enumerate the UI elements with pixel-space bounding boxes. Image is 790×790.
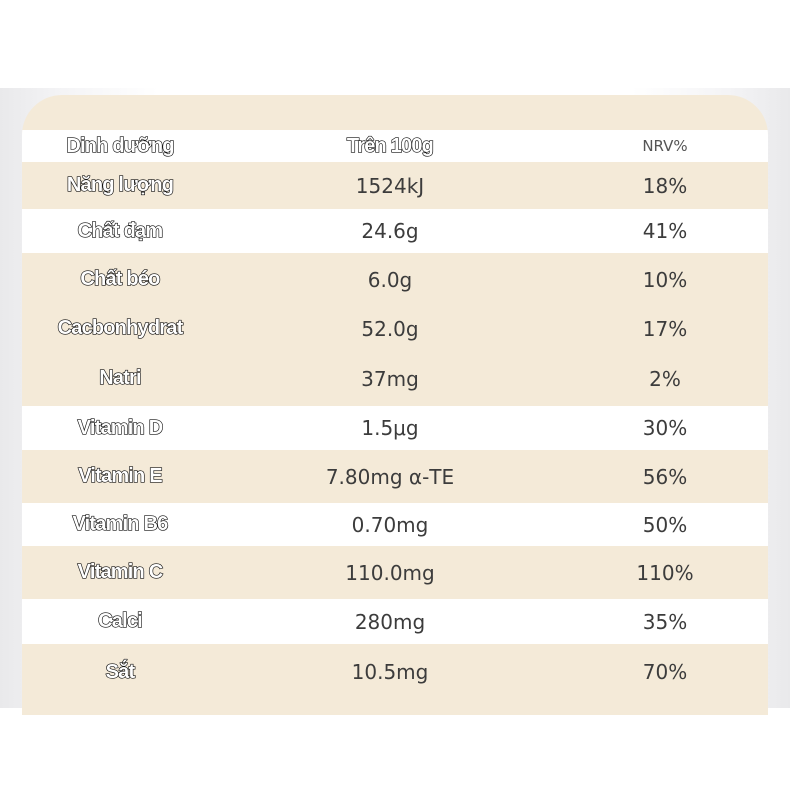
- header-per-100g: Trên 100g: [346, 134, 434, 157]
- table-row: Chất béo 6.0g 10%: [22, 253, 768, 306]
- table-row: Sắt 10.5mg 70%: [22, 644, 768, 700]
- nrv-value: 17%: [642, 316, 688, 341]
- table-row: Vitamin C 110.0mg 110%: [22, 546, 768, 599]
- per-100g-value: 52.0g: [361, 316, 419, 341]
- nutrition-card: Dinh dưỡng Trên 100g NRV% Năng lượng 152…: [22, 95, 768, 715]
- table-row: Vitamin B6 0.70mg 50%: [22, 503, 768, 546]
- table-row: Natri 37mg 2%: [22, 351, 768, 406]
- nutrition-table: Dinh dưỡng Trên 100g NRV% Năng lượng 152…: [22, 130, 768, 700]
- nrv-value: 70%: [642, 660, 688, 684]
- table-header-row: Dinh dưỡng Trên 100g NRV%: [22, 130, 768, 162]
- nutrient-name: Chất béo: [80, 267, 161, 290]
- table-row: Năng lượng 1524kJ 18%: [22, 162, 768, 209]
- nrv-value: 41%: [642, 219, 688, 243]
- nutrient-name: Sắt: [105, 660, 136, 683]
- table-row: Cacbonhydrat 52.0g 17%: [22, 306, 768, 351]
- nutrient-name: Natri: [99, 366, 143, 389]
- nrv-value: 35%: [642, 609, 688, 634]
- nutrient-name: Năng lượng: [66, 173, 174, 196]
- nrv-value: 30%: [642, 416, 688, 440]
- nutrient-name: Vitamin C: [77, 560, 164, 583]
- nrv-value: 56%: [642, 464, 688, 489]
- nrv-value: 2%: [649, 366, 681, 391]
- per-100g-value: 37mg: [361, 366, 419, 391]
- nrv-value: 110%: [636, 560, 694, 585]
- nutrient-name: Vitamin E: [78, 464, 164, 487]
- nrv-value: 18%: [642, 173, 688, 198]
- per-100g-value: 1524kJ: [355, 173, 425, 198]
- table-row: Calci 280mg 35%: [22, 599, 768, 644]
- per-100g-value: 1.5μg: [361, 416, 419, 440]
- per-100g-value: 6.0g: [367, 267, 413, 292]
- nutrient-name: Cacbonhydrat: [57, 316, 184, 339]
- header-nrv: NRV%: [642, 137, 688, 155]
- per-100g-value: 0.70mg: [351, 512, 429, 537]
- nrv-value: 10%: [642, 267, 688, 292]
- nutrient-name: Calci: [97, 609, 143, 632]
- table-row: Vitamin D 1.5μg 30%: [22, 406, 768, 450]
- per-100g-value: 7.80mg α-TE: [325, 464, 455, 489]
- nrv-value: 50%: [642, 512, 688, 537]
- header-nutrient: Dinh dưỡng: [66, 134, 175, 157]
- table-row: Chất đạm 24.6g 41%: [22, 209, 768, 253]
- table-row: Vitamin E 7.80mg α-TE 56%: [22, 450, 768, 503]
- nutrient-name: Vitamin B6: [72, 512, 169, 535]
- nutrient-name: Chất đạm: [77, 219, 164, 242]
- per-100g-value: 110.0mg: [345, 560, 435, 585]
- per-100g-value: 24.6g: [361, 219, 419, 243]
- nutrient-name: Vitamin D: [77, 416, 164, 439]
- per-100g-value: 10.5mg: [351, 660, 429, 684]
- per-100g-value: 280mg: [354, 609, 426, 634]
